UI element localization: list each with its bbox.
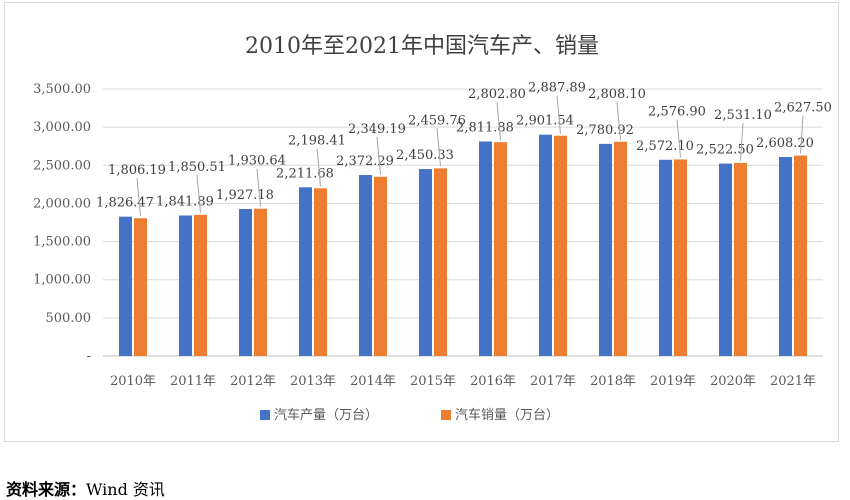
sales-data-label: 1,930.64 [228,154,286,169]
sales-data-label: 2,808.10 [588,87,646,102]
production-data-label: 2,608.20 [756,136,814,151]
sales-data-label: 2,627.50 [774,101,832,116]
legend-label-sales: 汽车销量（万台） [455,407,559,423]
production-bar [119,216,132,356]
sales-data-label: 1,806.19 [108,163,166,178]
sales-data-label: 2,887.89 [528,81,586,96]
y-tick-label: 1,500.00 [33,235,91,250]
sales-bar [674,159,687,356]
x-tick-label: 2010年 [110,374,156,389]
sales-data-label: 2,349.19 [348,122,406,137]
leader-line [496,102,501,141]
sales-data-label: 2,459.76 [408,113,466,128]
legend-swatch-production [260,410,270,420]
production-data-label: 2,522.50 [696,143,754,158]
leader-line [676,119,681,158]
x-tick-label: 2013年 [290,374,336,389]
production-data-label: 1,826.47 [96,196,154,211]
y-tick-label: 2,000.00 [33,196,91,211]
production-bar [479,141,492,356]
sales-data-label: 2,531.10 [714,108,772,123]
leader-line [136,178,141,217]
chart-area: 2010年至2021年中国汽车产、销量 - 500.00 1,000.00 1,500.… [33,34,832,423]
sales-bar [614,141,627,356]
leader-line [256,168,261,207]
sales-bar [434,168,447,356]
sales-bar [254,208,267,356]
sales-bar [794,155,807,356]
leader-line [196,174,201,213]
source-label: 资料来源： [6,480,87,499]
sales-bar [134,218,147,356]
y-tick-label: 1,000.00 [33,273,91,288]
source-note: 资料来源：Wind 资讯 [6,476,165,500]
production-bar [299,187,312,356]
x-tick-label: 2020年 [710,374,756,389]
x-tick-label: 2017年 [530,374,576,389]
x-tick-label: 2018年 [590,374,636,389]
x-tick-label: 2011年 [170,374,216,389]
production-data-label: 2,450.33 [396,148,454,163]
x-tick-label: 2016年 [470,374,516,389]
y-tick-label: 3,000.00 [33,120,91,135]
sales-bar [314,188,327,356]
sales-bar [734,162,747,356]
x-tick-label: 2014年 [350,374,396,389]
production-data-label: 2,901.54 [516,114,574,129]
sales-bar [494,142,507,356]
production-bar [179,215,192,356]
production-data-label: 2,372.29 [336,154,394,169]
production-data-label: 1,841.89 [156,194,214,209]
production-bar [779,157,792,356]
chart-frame: 2010年至2021年中国汽车产、销量 - 500.00 1,000.00 1,500.… [4,2,839,442]
leader-line [316,148,321,187]
leader-line [616,101,621,140]
x-tick-label: 2019年 [650,374,696,389]
y-tick-label: 500.00 [46,311,92,326]
leader-line [556,95,561,134]
sales-data-label: 1,850.51 [168,160,226,175]
sales-bar [554,135,567,356]
production-data-label: 2,780.92 [576,123,634,138]
production-bar [419,169,432,356]
legend-swatch-sales [441,410,451,420]
production-data-label: 1,927.18 [216,188,274,203]
leader-line [800,115,804,154]
production-bar [719,163,732,356]
production-bar [539,134,552,356]
production-bar [239,208,252,356]
leader-line [436,128,441,167]
sales-bar [194,214,207,356]
x-tick-label: 2021年 [770,374,816,389]
sales-data-label: 2,576.90 [648,104,706,119]
y-tick-label: 3,500.00 [33,82,91,97]
production-bar [659,159,672,356]
production-bar [599,143,612,356]
legend-label-production: 汽车产量（万台） [274,407,378,423]
y-tick-label: 2,500.00 [33,158,91,173]
sales-bar [374,176,387,356]
leader-line [740,122,744,161]
leader-line [376,136,381,175]
production-data-label: 2,572.10 [636,139,694,154]
source-text: Wind 资讯 [86,480,165,499]
sales-data-label: 2,802.80 [468,87,526,102]
chart-title: 2010年至2021年中国汽车产、销量 [245,34,599,59]
x-tick-label: 2012年 [230,374,276,389]
x-tick-label: 2015年 [410,374,456,389]
y-tick-label: - [87,349,91,364]
production-bar [359,175,372,356]
sales-data-label: 2,198.41 [288,133,346,148]
